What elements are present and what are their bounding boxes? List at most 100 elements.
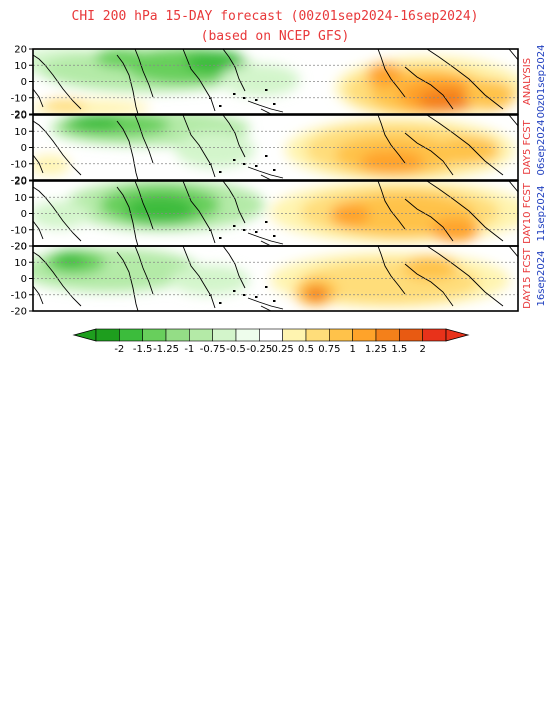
colorbar-swatch xyxy=(329,328,353,342)
island-mark xyxy=(219,302,222,304)
island-mark xyxy=(255,296,258,298)
coastline-segment xyxy=(260,240,271,245)
coastline-segment xyxy=(222,246,246,289)
coastline-segment xyxy=(134,181,154,230)
colorbar-swatch xyxy=(142,328,167,342)
coastline-segment xyxy=(404,132,454,176)
island-mark xyxy=(265,155,268,157)
coastline-segment xyxy=(116,251,139,311)
lat-tick-label: -20 xyxy=(11,110,27,121)
lat-tick-label: 10 xyxy=(14,127,27,138)
coastline-segment xyxy=(508,181,518,193)
colorbar-swatch xyxy=(189,328,213,342)
coastline-segment xyxy=(260,305,272,311)
coastline-segment xyxy=(33,54,82,110)
coastline-segment xyxy=(508,115,518,127)
coastline-segment xyxy=(222,115,246,158)
colorbar-label: -1 xyxy=(184,344,194,355)
map-subtitle: (based on NCEP GFS) xyxy=(200,29,350,44)
panel-label: ANALYSIS xyxy=(522,58,533,105)
coastline-segment xyxy=(33,220,44,240)
colorbar-swatch xyxy=(165,328,190,342)
colorbar-arrow-right xyxy=(445,328,470,342)
coastline-segment xyxy=(426,115,504,176)
coastlines xyxy=(33,49,518,311)
lat-tick-label: 0 xyxy=(21,274,27,285)
coastline-segment xyxy=(426,246,504,307)
island-mark xyxy=(273,103,276,105)
island-mark xyxy=(265,286,268,288)
latitude-tick-labels: 20100-10-2020100-10-2020100-10-2020100-1… xyxy=(11,45,27,318)
map-panel-day15 xyxy=(33,246,518,311)
coastline-segment xyxy=(134,246,154,295)
coastline-segment xyxy=(33,186,82,242)
panel-date: 06sep2024 xyxy=(536,120,547,176)
colorbar-label: 1.5 xyxy=(391,344,407,355)
lat-tick-label: 0 xyxy=(21,77,27,88)
coastline-segment xyxy=(247,297,284,310)
coastline-segment xyxy=(247,166,284,179)
lat-tick-label: -10 xyxy=(11,93,27,104)
chi-field-day10 xyxy=(33,181,518,244)
colorbar-swatch xyxy=(259,328,283,342)
lat-tick-label: 20 xyxy=(14,45,27,56)
colorbar-label: 1.25 xyxy=(365,344,387,355)
colorbar-label: -0.75 xyxy=(200,344,226,355)
panel-date: 00z01sep2024 xyxy=(536,45,547,119)
chi-field-day15 xyxy=(33,248,510,308)
island-mark xyxy=(219,105,222,107)
colorbar-swatch xyxy=(305,328,330,342)
colorbar-swatch xyxy=(352,328,377,342)
coastline-segment xyxy=(377,115,406,164)
coastline-segment xyxy=(134,49,154,98)
island-mark xyxy=(233,225,236,227)
colorbar-swatch xyxy=(235,328,260,342)
island-mark xyxy=(233,290,236,292)
coastline-segment xyxy=(222,49,246,92)
lat-tick-label: 0 xyxy=(21,143,27,154)
lat-tick-label: 10 xyxy=(14,193,27,204)
colorbar-arrow-left xyxy=(72,328,97,342)
coastline-segment xyxy=(377,181,406,230)
colorbar-swatch xyxy=(212,328,237,342)
map-panel-day5 xyxy=(33,115,518,180)
colorbar-label: 1 xyxy=(349,344,355,355)
colorbar-label: -1.5 xyxy=(133,344,153,355)
lat-tick-label: -20 xyxy=(11,242,27,253)
panel-label: DAY15 FCST xyxy=(522,247,533,309)
colorbar-label: 0.75 xyxy=(318,344,340,355)
island-mark xyxy=(265,221,268,223)
panel-date: 16sep2024 xyxy=(536,251,547,307)
coastline-segment xyxy=(33,285,44,305)
coastline-segment xyxy=(222,181,246,224)
colorbar-label: -0.25 xyxy=(246,344,272,355)
coastline-segment xyxy=(404,66,454,110)
island-mark xyxy=(265,89,268,91)
panel-frames xyxy=(29,48,519,312)
coastline-segment xyxy=(404,198,454,242)
latitude-gridlines xyxy=(33,64,518,296)
colorbar-tick-labels: -2 -1.5 -1.25 -1 -0.75 -0.5 -0.25 0.25 0.5 0.75 1 1… xyxy=(114,344,426,355)
coastline-segment xyxy=(260,108,272,114)
island-mark xyxy=(255,99,258,101)
coastline-segment xyxy=(260,174,272,180)
coastline-segment xyxy=(134,115,154,164)
island-mark xyxy=(219,171,222,173)
colorbar-swatch xyxy=(422,328,447,342)
lat-tick-label: -10 xyxy=(11,225,27,236)
island-mark xyxy=(243,294,246,296)
coastline-segment xyxy=(247,232,284,245)
colorbar xyxy=(72,328,470,342)
lat-tick-label: 10 xyxy=(14,61,27,72)
island-mark xyxy=(255,231,258,233)
lat-tick-label: -20 xyxy=(11,307,27,318)
colorbar-label: -1.25 xyxy=(153,344,179,355)
colorbar-swatch xyxy=(282,328,307,342)
island-mark xyxy=(243,97,246,99)
island-mark xyxy=(243,229,246,231)
panel-label: DAY10 FCST xyxy=(522,182,533,244)
coastline-segment xyxy=(377,246,406,295)
island-mark xyxy=(273,235,276,237)
coastline-segment xyxy=(377,49,406,98)
